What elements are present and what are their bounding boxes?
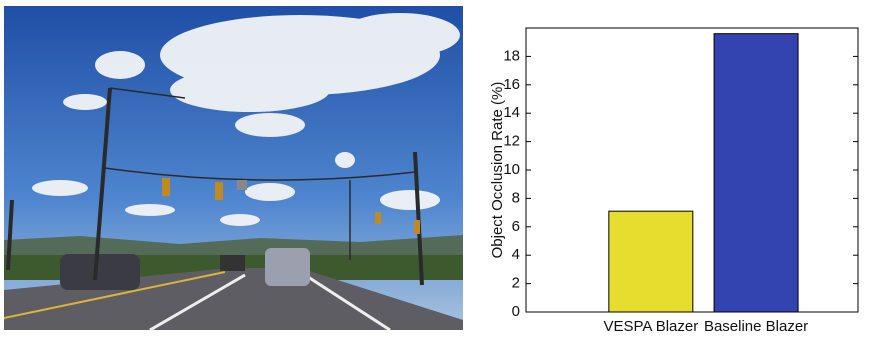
x-tick-label: Baseline Blazer [704,318,808,335]
bar [714,34,798,312]
y-tick-label: 4 [512,246,520,263]
y-tick-label: 10 [503,161,520,178]
figure: Object Occlusion Rate (%) 02468101214161… [0,0,885,338]
y-tick-label: 0 [512,303,520,320]
bar [609,211,693,312]
y-tick-label: 2 [512,275,520,292]
y-tick-label: 14 [503,104,520,121]
y-tick-label: 6 [512,218,520,235]
y-tick-label: 18 [503,47,520,64]
y-tick-label: 8 [512,189,520,206]
y-tick-label: 16 [503,76,520,93]
page: Object Occlusion Rate (%) 02468101214161… [0,0,885,343]
y-tick-label: 12 [503,133,520,150]
x-tick-label: VESPA Blazer [603,318,698,335]
road-photo [4,6,463,330]
